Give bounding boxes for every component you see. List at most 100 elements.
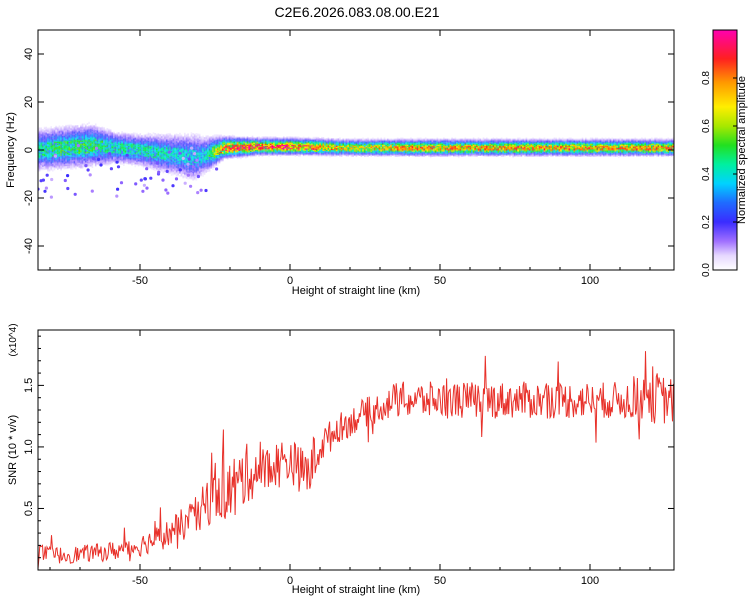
spectrogram-cell: [70, 138, 72, 141]
spectrogram-cell: [274, 137, 277, 140]
spectrogram-cell: [202, 147, 204, 150]
spectrogram-cell: [58, 160, 61, 163]
spectrogram-cell: [43, 165, 46, 168]
spectrogram-cell: [192, 173, 194, 176]
spectrogram-cell: [80, 149, 82, 152]
spectrogram-cell: [190, 176, 193, 179]
spectrogram-cell: [75, 125, 77, 128]
spectrogram-cell: [126, 138, 128, 141]
spectrogram-cell: [88, 128, 90, 131]
spectrogram-cell: [218, 134, 221, 137]
spectrogram-cell: [106, 153, 109, 156]
spectrogram-cell: [226, 142, 229, 145]
spectrogram-cell: [276, 147, 278, 150]
spectrogram-cell: [246, 136, 249, 139]
spectrogram-cell: [159, 167, 161, 170]
spectrogram-cell: [99, 161, 102, 164]
spectrogram-cell: [157, 133, 160, 136]
spectrogram-cell: [213, 143, 216, 146]
spectrogram-cell: [61, 127, 64, 130]
spectrogram-cell: [200, 137, 203, 140]
spectrogram-cell: [261, 138, 264, 141]
spectrogram-cell: [137, 149, 140, 152]
spectrogram-cell: [129, 144, 132, 147]
spectrogram-cell: [104, 159, 107, 162]
spectrogram-cell: [66, 141, 69, 144]
spectrogram-cell: [180, 173, 183, 176]
spectrogram-cell: [185, 134, 188, 137]
spectrogram-cell: [43, 126, 46, 129]
spectrogram-cell: [70, 164, 72, 167]
spectrogram-cell: [200, 171, 203, 175]
spectrogram-cell: [149, 166, 151, 169]
spectrogram-cell: [118, 139, 120, 142]
spectrogram-cell: [58, 130, 61, 134]
spectrogram-cell: [213, 144, 216, 147]
spectrogram-cell: [81, 150, 84, 153]
spectrogram-cell: [131, 156, 133, 159]
spectrogram-cell: [127, 160, 130, 163]
spectrogram-cell: [53, 131, 56, 134]
spectrogram-cell: [60, 141, 62, 144]
spectrogram-cell: [80, 130, 82, 133]
spectrogram-cell: [162, 171, 165, 174]
spectrogram-cell: [88, 161, 90, 164]
spectrogram-cell: [99, 160, 102, 163]
spectrogram-cell: [88, 158, 90, 161]
spectrogram-cell: [274, 138, 277, 141]
spectrogram-cell: [53, 141, 56, 144]
spectrogram-cell: [223, 139, 226, 142]
spectrogram-cell: [230, 141, 232, 144]
spectrogram-cell: [98, 126, 100, 129]
spectrogram-cell: [75, 144, 77, 147]
spectrogram-cell: [45, 146, 47, 149]
spectrogram-cell: [255, 142, 257, 145]
spectrogram-cell: [88, 144, 90, 147]
spectrogram-cell: [154, 139, 156, 142]
spectrogram-cell: [40, 159, 43, 162]
spectrogram-cell: [200, 152, 203, 155]
spectrogram-cell: [162, 165, 165, 168]
spectrogram-cell: [205, 136, 208, 139]
spectrogram-cell: [175, 168, 178, 171]
spectrogram-cell: [57, 133, 59, 136]
spectrogram-cell: [50, 164, 52, 167]
spectrogram-cell: [47, 127, 49, 130]
spectrogram-cell: [142, 147, 145, 150]
spectrogram-cell: [208, 139, 211, 142]
spectrogram-cell: [268, 147, 270, 150]
spectrogram-cell: [291, 145, 293, 148]
spectrogram-cell: [230, 142, 232, 145]
spectrogram-cell: [218, 156, 221, 159]
spectrogram-cell: [157, 155, 160, 158]
spectrogram-cell: [174, 140, 176, 143]
spectrogram-cell: [98, 152, 100, 155]
spectrogram-cell: [93, 144, 95, 147]
spectrogram-cell: [264, 136, 267, 139]
spectrogram-cell: [70, 128, 72, 131]
spectrogram-cell: [55, 125, 57, 128]
spectrogram-cell: [258, 150, 260, 153]
spectrogram-cell: [259, 153, 262, 156]
spectrogram-cell: [189, 140, 191, 143]
spectrogram-cell: [172, 144, 175, 147]
spectrogram-cell: [85, 142, 87, 145]
spectrogram-cell: [192, 137, 194, 140]
spectrogram-cell: [73, 165, 76, 168]
spectrogram-cell: [245, 136, 247, 139]
spectrogram-cell: [134, 145, 137, 148]
spectrogram-cell: [197, 142, 199, 145]
spectrogram-cell: [111, 131, 113, 135]
spectrogram-cell: [190, 174, 193, 177]
spectrogram-cell: [286, 147, 288, 150]
spectrogram-cell: [40, 140, 43, 143]
spectrogram-cell: [104, 145, 107, 148]
spectrogram-cell: [127, 140, 130, 143]
spectrogram-cell: [123, 133, 125, 136]
spectrogram-cell: [94, 127, 97, 130]
spectrogram-cell: [185, 147, 188, 150]
spectrogram-cell: [226, 141, 229, 144]
spectrogram-cell: [134, 138, 137, 141]
spectrogram-cell: [48, 154, 51, 157]
spectrogram-cell: [106, 145, 109, 148]
